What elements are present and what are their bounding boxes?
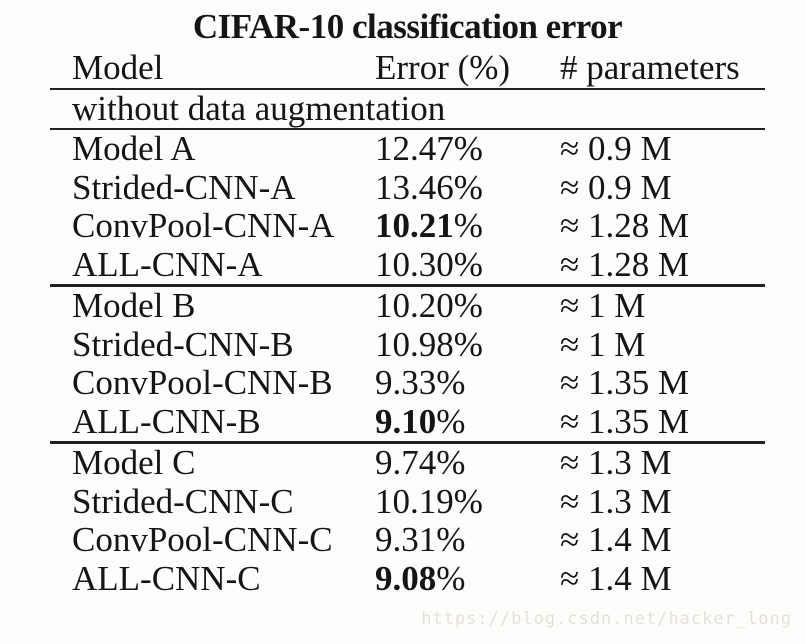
table-row: ConvPool-CNN-C 9.31% ≈ 1.4 M <box>50 520 765 560</box>
error-value: 10.19 <box>375 481 454 521</box>
horizontal-rule <box>50 441 765 444</box>
column-header-parameters: # parameters <box>560 47 740 87</box>
percent-sign: % <box>453 324 483 364</box>
error-cell: 12.47% <box>375 129 560 169</box>
percent-sign: % <box>453 129 483 168</box>
params-cell: ≈ 1.28 M <box>560 206 690 245</box>
error-value: 10.98 <box>375 324 454 364</box>
model-cell: ConvPool-CNN-C <box>72 520 333 559</box>
error-cell: 9.31% <box>375 520 560 560</box>
horizontal-rule <box>50 128 765 130</box>
params-cell: ≈ 1.4 M <box>560 520 672 559</box>
params-cell: ≈ 1 M <box>560 324 646 364</box>
table-row: Strided-CNN-A 13.46% ≈ 0.9 M <box>50 167 765 208</box>
model-cell: Strided-CNN-A <box>72 167 296 207</box>
table-row: ConvPool-CNN-B 9.33% ≈ 1.35 M <box>50 363 765 403</box>
table-row: ALL-CNN-A 10.30% ≈ 1.28 M <box>50 244 765 285</box>
table-row: ALL-CNN-C 9.08% ≈ 1.4 M <box>50 558 765 599</box>
params-cell: ≈ 1.4 M <box>560 558 672 598</box>
percent-sign: % <box>436 520 466 559</box>
error-cell: 10.19% <box>375 481 560 522</box>
watermark: https://blog.csdn.net/hacker_long <box>421 609 792 629</box>
params-cell: ≈ 1.3 M <box>560 443 672 482</box>
error-cell: 10.98% <box>375 324 560 365</box>
error-value: 10.20 <box>375 286 454 325</box>
table-row: Strided-CNN-B 10.98% ≈ 1 M <box>50 324 765 365</box>
params-cell: ≈ 1.35 M <box>560 363 690 402</box>
error-cell: 10.30% <box>375 244 560 285</box>
table-header-row: Model Error (%) # parameters <box>50 48 765 88</box>
params-cell: ≈ 0.9 M <box>560 167 672 207</box>
model-cell: ALL-CNN-A <box>72 244 263 284</box>
column-header-error: Error (%) <box>375 47 511 87</box>
table-row: Model C 9.74% ≈ 1.3 M <box>50 443 765 483</box>
table-subheader: without data augmentation <box>72 89 446 128</box>
table-row: Strided-CNN-C 10.19% ≈ 1.3 M <box>50 481 765 522</box>
params-cell: ≈ 1 M <box>560 286 646 325</box>
percent-sign: % <box>436 363 466 402</box>
error-value: 9.74 <box>375 443 437 482</box>
percent-sign: % <box>436 443 466 482</box>
model-cell: ConvPool-CNN-B <box>72 363 333 402</box>
error-cell: 10.21% <box>375 206 560 246</box>
error-cell: 9.08% <box>375 558 560 599</box>
error-value: 9.33 <box>375 363 437 402</box>
percent-sign: % <box>453 244 483 284</box>
error-value: 9.08 <box>375 558 437 598</box>
error-cell: 9.10% <box>375 401 560 442</box>
model-cell: ALL-CNN-C <box>72 558 261 598</box>
error-value: 12.47 <box>375 129 454 168</box>
table-title: CIFAR-10 classification error <box>192 7 623 46</box>
model-cell: Model C <box>72 443 196 482</box>
error-value: 9.10 <box>375 401 437 441</box>
table-row: ConvPool-CNN-A 10.21% ≈ 1.28 M <box>50 206 765 246</box>
model-cell: ConvPool-CNN-A <box>72 206 335 245</box>
error-value: 10.30 <box>375 244 454 284</box>
table-row: Model B 10.20% ≈ 1 M <box>50 286 765 326</box>
params-cell: ≈ 1.3 M <box>560 481 672 521</box>
horizontal-rule <box>50 88 765 90</box>
error-cell: 10.20% <box>375 286 560 326</box>
table-row: ALL-CNN-B 9.10% ≈ 1.35 M <box>50 401 765 442</box>
percent-sign: % <box>453 286 483 325</box>
model-cell: Strided-CNN-C <box>72 481 294 521</box>
model-cell: Model A <box>72 129 196 168</box>
error-cell: 13.46% <box>375 167 560 208</box>
error-value: 9.31 <box>375 520 437 559</box>
model-cell: ALL-CNN-B <box>72 401 261 441</box>
error-cell: 9.74% <box>375 443 560 483</box>
percent-sign: % <box>453 167 483 207</box>
error-cell: 9.33% <box>375 363 560 403</box>
params-cell: ≈ 1.35 M <box>560 401 690 441</box>
percent-sign: % <box>453 206 483 245</box>
percent-sign: % <box>453 481 483 521</box>
column-header-model: Model <box>72 47 164 87</box>
model-cell: Strided-CNN-B <box>72 324 294 364</box>
model-cell: Model B <box>72 286 196 325</box>
percent-sign: % <box>436 401 466 441</box>
results-table: CIFAR-10 classification error Model Erro… <box>50 6 765 598</box>
params-cell: ≈ 1.28 M <box>560 244 690 284</box>
table-row: Model A 12.47% ≈ 0.9 M <box>50 129 765 169</box>
percent-sign: % <box>436 558 466 598</box>
params-cell: ≈ 0.9 M <box>560 129 672 168</box>
error-value: 13.46 <box>375 167 454 207</box>
horizontal-rule <box>50 284 765 287</box>
error-value: 10.21 <box>375 206 454 245</box>
